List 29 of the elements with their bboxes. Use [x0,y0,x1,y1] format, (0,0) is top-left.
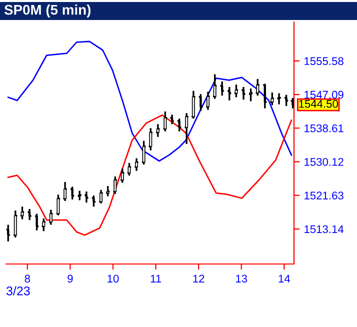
candlestick [270,92,274,106]
annotation: 1544.50 [299,100,338,108]
candlestick [142,140,146,166]
x-tick-label: 9 [68,274,73,283]
x-tick-label: 8 [24,274,30,283]
x-tick-label: 14 [278,274,290,282]
chart-title: SP0M (5 min) [4,4,91,18]
y-tick-label: 1555.58 [304,57,344,66]
candlestick [164,110,167,132]
candlestick [128,162,131,177]
text: 3/23 [6,286,30,296]
x-tick-label: 10 [108,274,119,283]
candlestick [56,194,60,216]
y-tick-label: 1521.63 [304,192,344,200]
line-series [7,40,292,162]
candlestick [234,84,238,98]
candlestick [213,73,216,100]
x-tick-label: 11 [150,274,162,282]
candlestick [20,206,24,220]
candlestick [149,127,152,152]
candlestick [106,185,110,198]
x-tick-label: 13 [236,274,248,283]
y-tick-label: 1547.09 [304,90,344,99]
candlestick [99,189,103,204]
y-tick-label: 1530.12 [304,158,344,166]
candlestick [42,218,46,232]
x-tick-label: 12 [193,274,204,282]
y-tick-label: 1538.61 [304,124,344,132]
y-tick-label: 1513.14 [304,225,344,234]
